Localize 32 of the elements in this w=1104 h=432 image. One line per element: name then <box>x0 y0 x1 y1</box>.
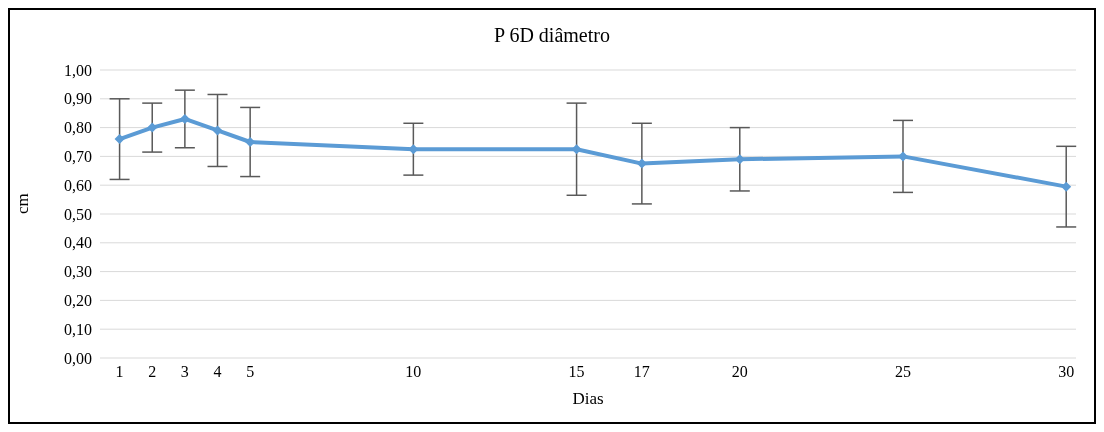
point <box>1061 181 1072 192</box>
x-tick-label: 5 <box>246 363 255 381</box>
x-tick-label: 2 <box>148 363 157 381</box>
point <box>898 151 908 162</box>
x-tick-label: 20 <box>731 363 748 381</box>
point <box>114 134 125 145</box>
y-tick-label: 0,70 <box>64 148 92 166</box>
x-tick-label: 25 <box>895 363 911 381</box>
y-tick-label: 0,30 <box>64 263 92 281</box>
x-tick-label: 17 <box>633 363 650 381</box>
point <box>636 158 647 169</box>
x-tick-label: 4 <box>213 363 222 381</box>
y-tick-label: 0,90 <box>64 90 92 108</box>
y-tick-label: 0,60 <box>64 176 92 194</box>
y-tick-label: 0,50 <box>64 205 92 223</box>
chart-title: P 6D diâmetro <box>493 24 611 47</box>
y-tick-label: 0,20 <box>64 292 92 310</box>
y-axis-title: cm <box>13 193 33 214</box>
x-tick-label: 3 <box>180 363 189 381</box>
y-tick-label: 1,00 <box>64 61 92 79</box>
x-axis-title: Dias <box>572 389 604 408</box>
y-tick-label: 0,00 <box>64 349 92 367</box>
point <box>147 122 158 133</box>
x-tick-label: 15 <box>568 363 585 381</box>
x-tick-label: 30 <box>1058 363 1075 381</box>
y-tick-label: 0,80 <box>64 119 92 137</box>
point <box>212 125 223 136</box>
point <box>179 113 190 124</box>
y-tick-label: 0,40 <box>64 234 92 252</box>
x-tick-label: 10 <box>405 363 422 381</box>
y-tick-label: 0,10 <box>64 320 92 338</box>
x-tick-label: 1 <box>115 363 124 381</box>
